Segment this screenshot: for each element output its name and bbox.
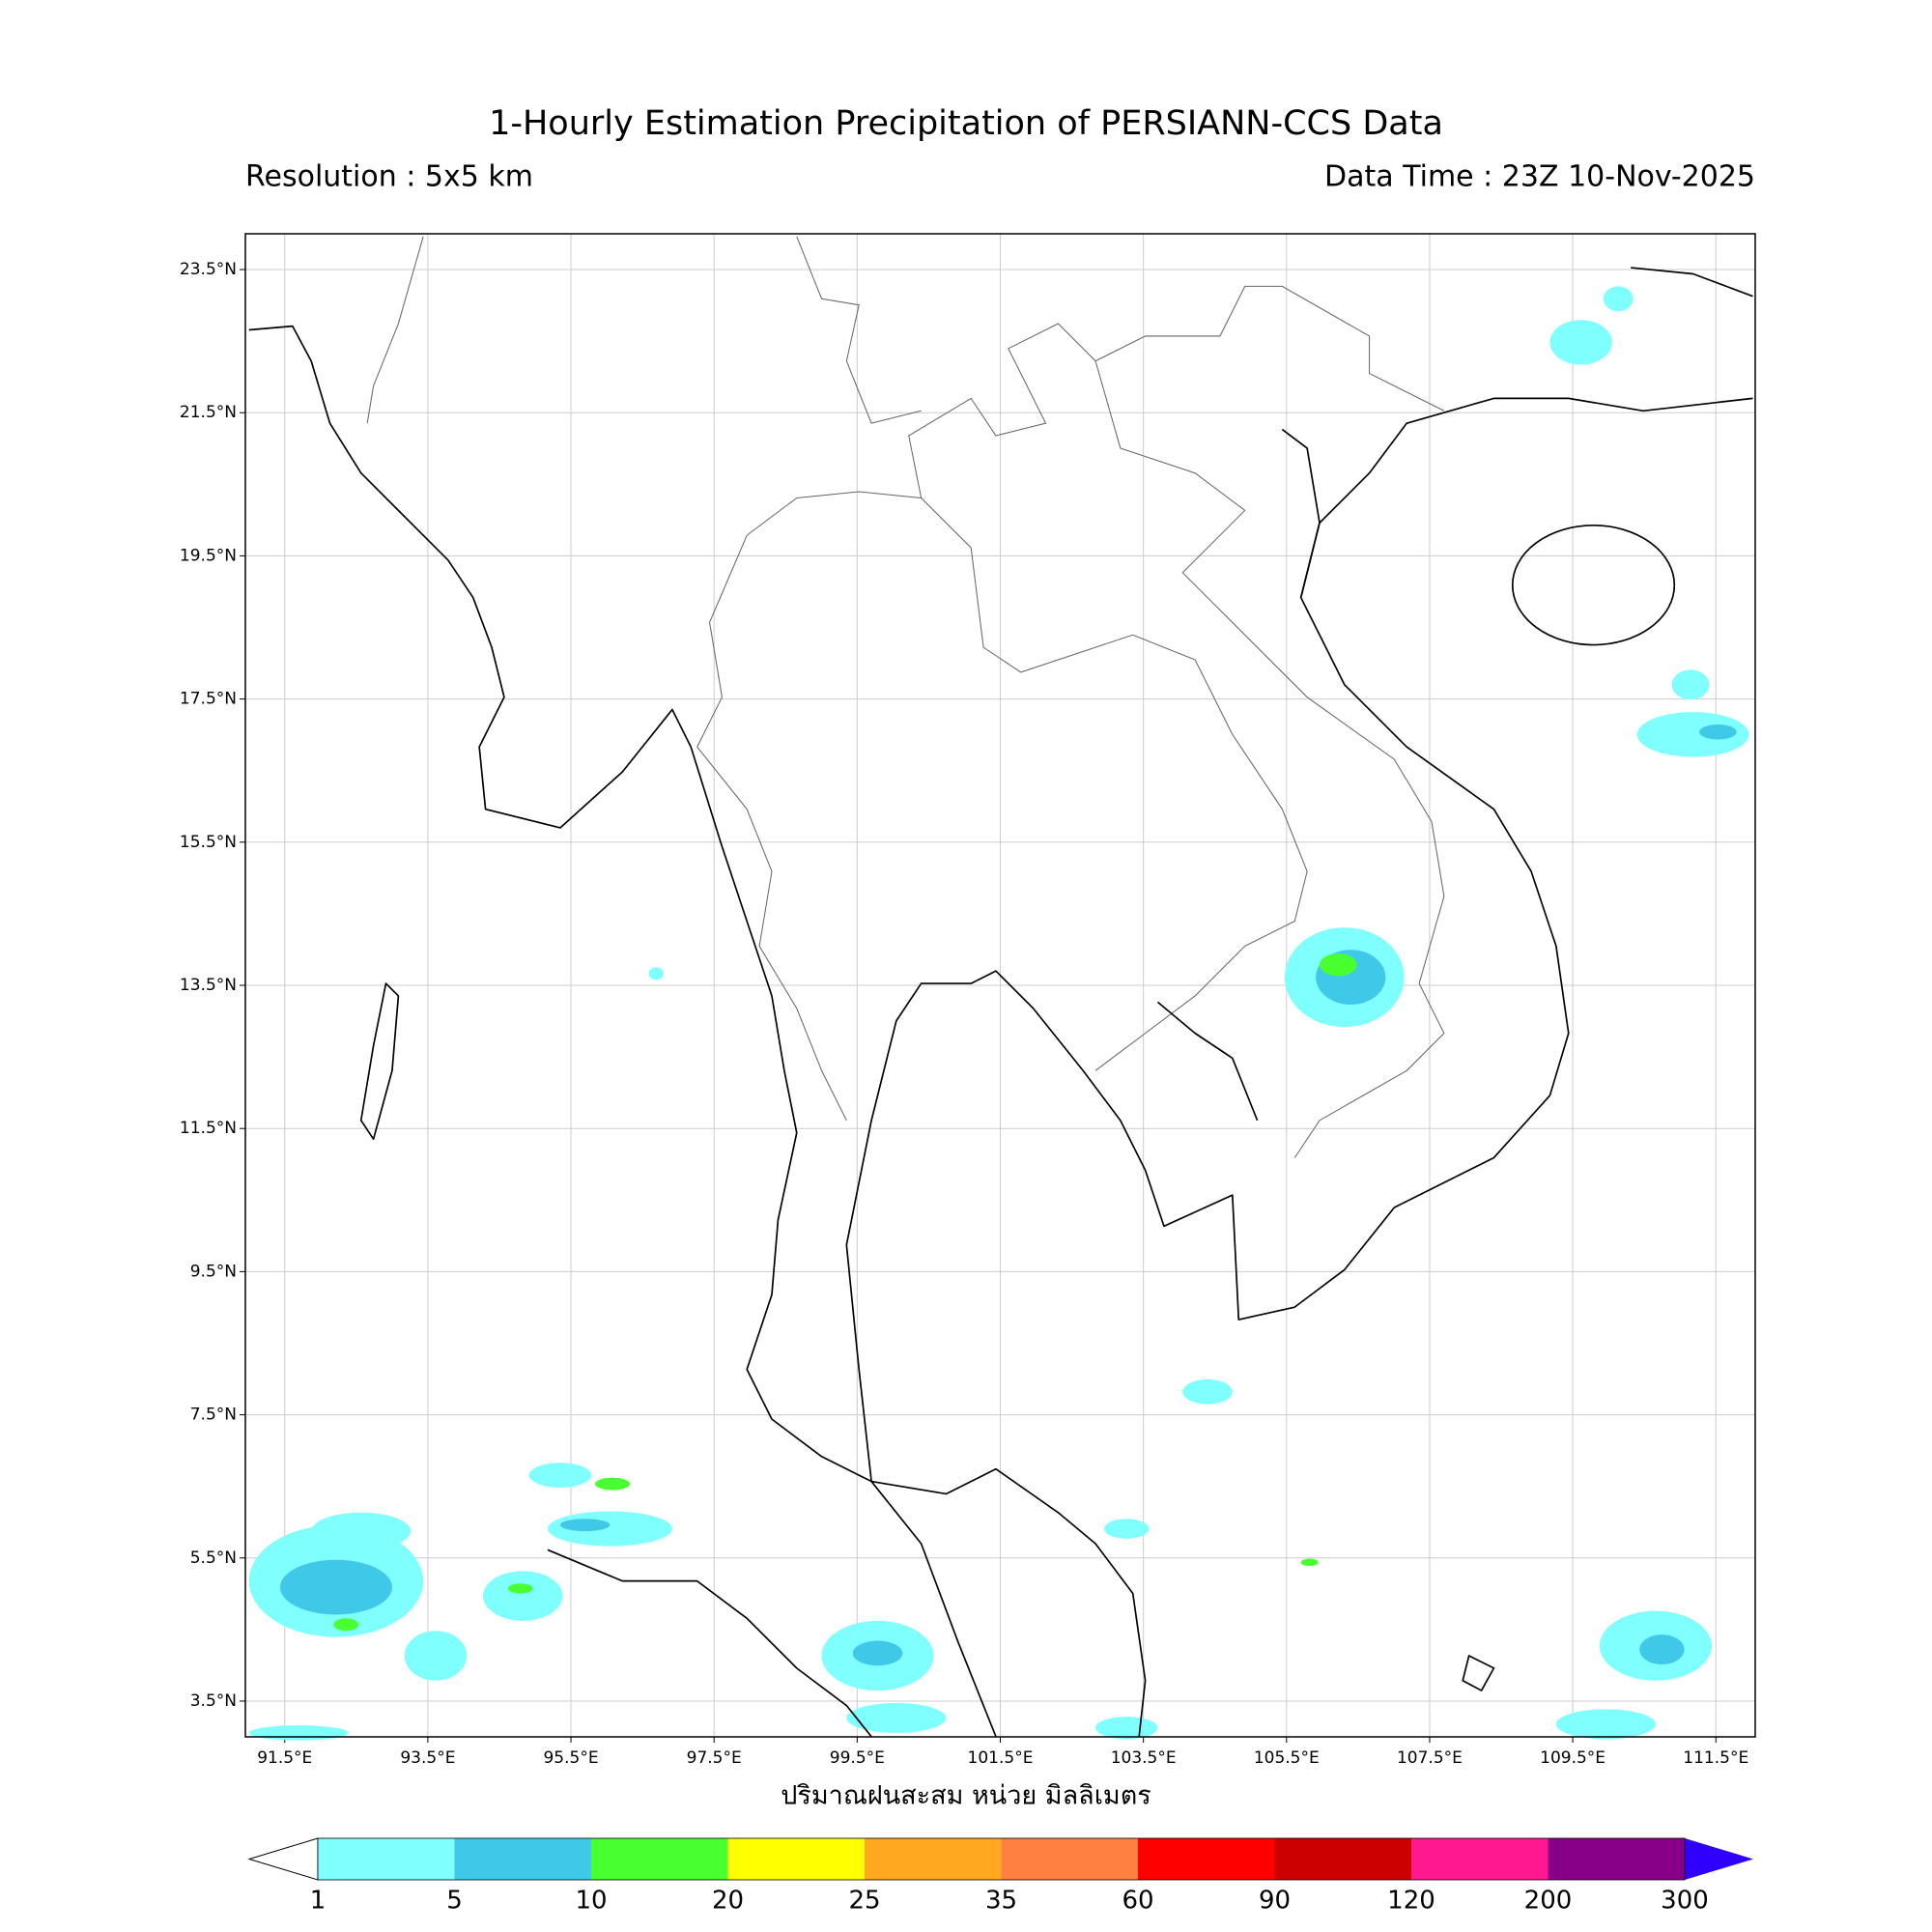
- x-tick-label: 107.5°E: [1397, 1748, 1463, 1768]
- colorbar-box: [318, 1838, 455, 1880]
- colorbar-box: [1411, 1838, 1548, 1880]
- colorbar-tick-label: 5: [446, 1887, 463, 1916]
- x-tick-label: 99.5°E: [830, 1748, 885, 1768]
- colorbar-box: [1138, 1838, 1275, 1880]
- x-tick-label: 111.5°E: [1683, 1748, 1748, 1768]
- y-tick-label: 5.5°N: [190, 1548, 237, 1568]
- x-tick-label: 95.5°E: [543, 1748, 598, 1768]
- colorbar-tick-label: 60: [1122, 1887, 1153, 1916]
- y-tick-label: 19.5°N: [180, 546, 237, 565]
- colorbar-box: [1548, 1838, 1686, 1880]
- colorbar-outline: [317, 1837, 1686, 1881]
- y-tick-label: 23.5°N: [180, 260, 237, 279]
- colorbar-tick-label: 300: [1661, 1887, 1709, 1916]
- borders: [366, 236, 1445, 1158]
- x-tick-label: 101.5°E: [968, 1748, 1034, 1768]
- y-tick-label: 21.5°N: [180, 403, 237, 422]
- y-tick-label: 3.5°N: [190, 1691, 237, 1711]
- x-tick-label: 109.5°E: [1540, 1748, 1605, 1768]
- y-tick-label: 13.5°N: [180, 976, 237, 995]
- colorbar-box: [591, 1838, 728, 1880]
- subtitle-right: Data Time : 23Z 10-Nov-2025: [1324, 160, 1755, 194]
- colorbar-box: [454, 1838, 592, 1880]
- colorbar-tick-label: 90: [1259, 1887, 1291, 1916]
- colorbar-box: [865, 1838, 1002, 1880]
- y-tick-label: 11.5°N: [180, 1119, 237, 1138]
- x-tick-label: 103.5°E: [1111, 1748, 1177, 1768]
- colorbar-tick-label: 1: [310, 1887, 327, 1916]
- x-tick-label: 91.5°E: [257, 1748, 312, 1768]
- y-tick-label: 15.5°N: [180, 833, 237, 852]
- y-tick-label: 9.5°N: [190, 1262, 237, 1281]
- x-tick-label: 97.5°E: [687, 1748, 742, 1768]
- colorbar-label: ปริมาณฝนสะสม หน่วย มิลลิเมตร: [781, 1781, 1151, 1811]
- precipitation: [248, 286, 1749, 1741]
- coastlines: [248, 267, 1753, 1738]
- colorbar-tick-label: 10: [575, 1887, 607, 1916]
- colorbar-tick-label: 35: [985, 1887, 1017, 1916]
- x-tick-label: 105.5°E: [1254, 1748, 1320, 1768]
- colorbar-under: [247, 1837, 319, 1881]
- y-tick-label: 17.5°N: [180, 690, 237, 709]
- colorbar-tick-label: 200: [1524, 1887, 1573, 1916]
- map-layer: [248, 236, 1753, 1741]
- colorbar-tick-label: 120: [1387, 1887, 1435, 1916]
- colorbar-tick-label: 20: [712, 1887, 744, 1916]
- colorbar: 1 5 10 20 25 35 60 90 120 200 300: [247, 1837, 1753, 1916]
- colorbar-over: [1685, 1838, 1753, 1880]
- y-tick-label: 7.5°N: [190, 1406, 237, 1425]
- map-frame: [244, 233, 1756, 1738]
- grid: 91.5°E 93.5°E 95.5°E 97.5°E 99.5°E 101.5°E 103…: [180, 234, 1755, 1768]
- colorbar-box: [1274, 1838, 1412, 1880]
- x-tick-label: 93.5°E: [400, 1748, 455, 1768]
- title: 1-Hourly Estimation Precipitation of PER…: [489, 104, 1443, 143]
- colorbar-box: [727, 1838, 866, 1880]
- colorbar-tick-label: 25: [848, 1887, 880, 1916]
- subtitle-left: Resolution : 5x5 km: [245, 160, 533, 194]
- colorbar-box: [1001, 1838, 1139, 1880]
